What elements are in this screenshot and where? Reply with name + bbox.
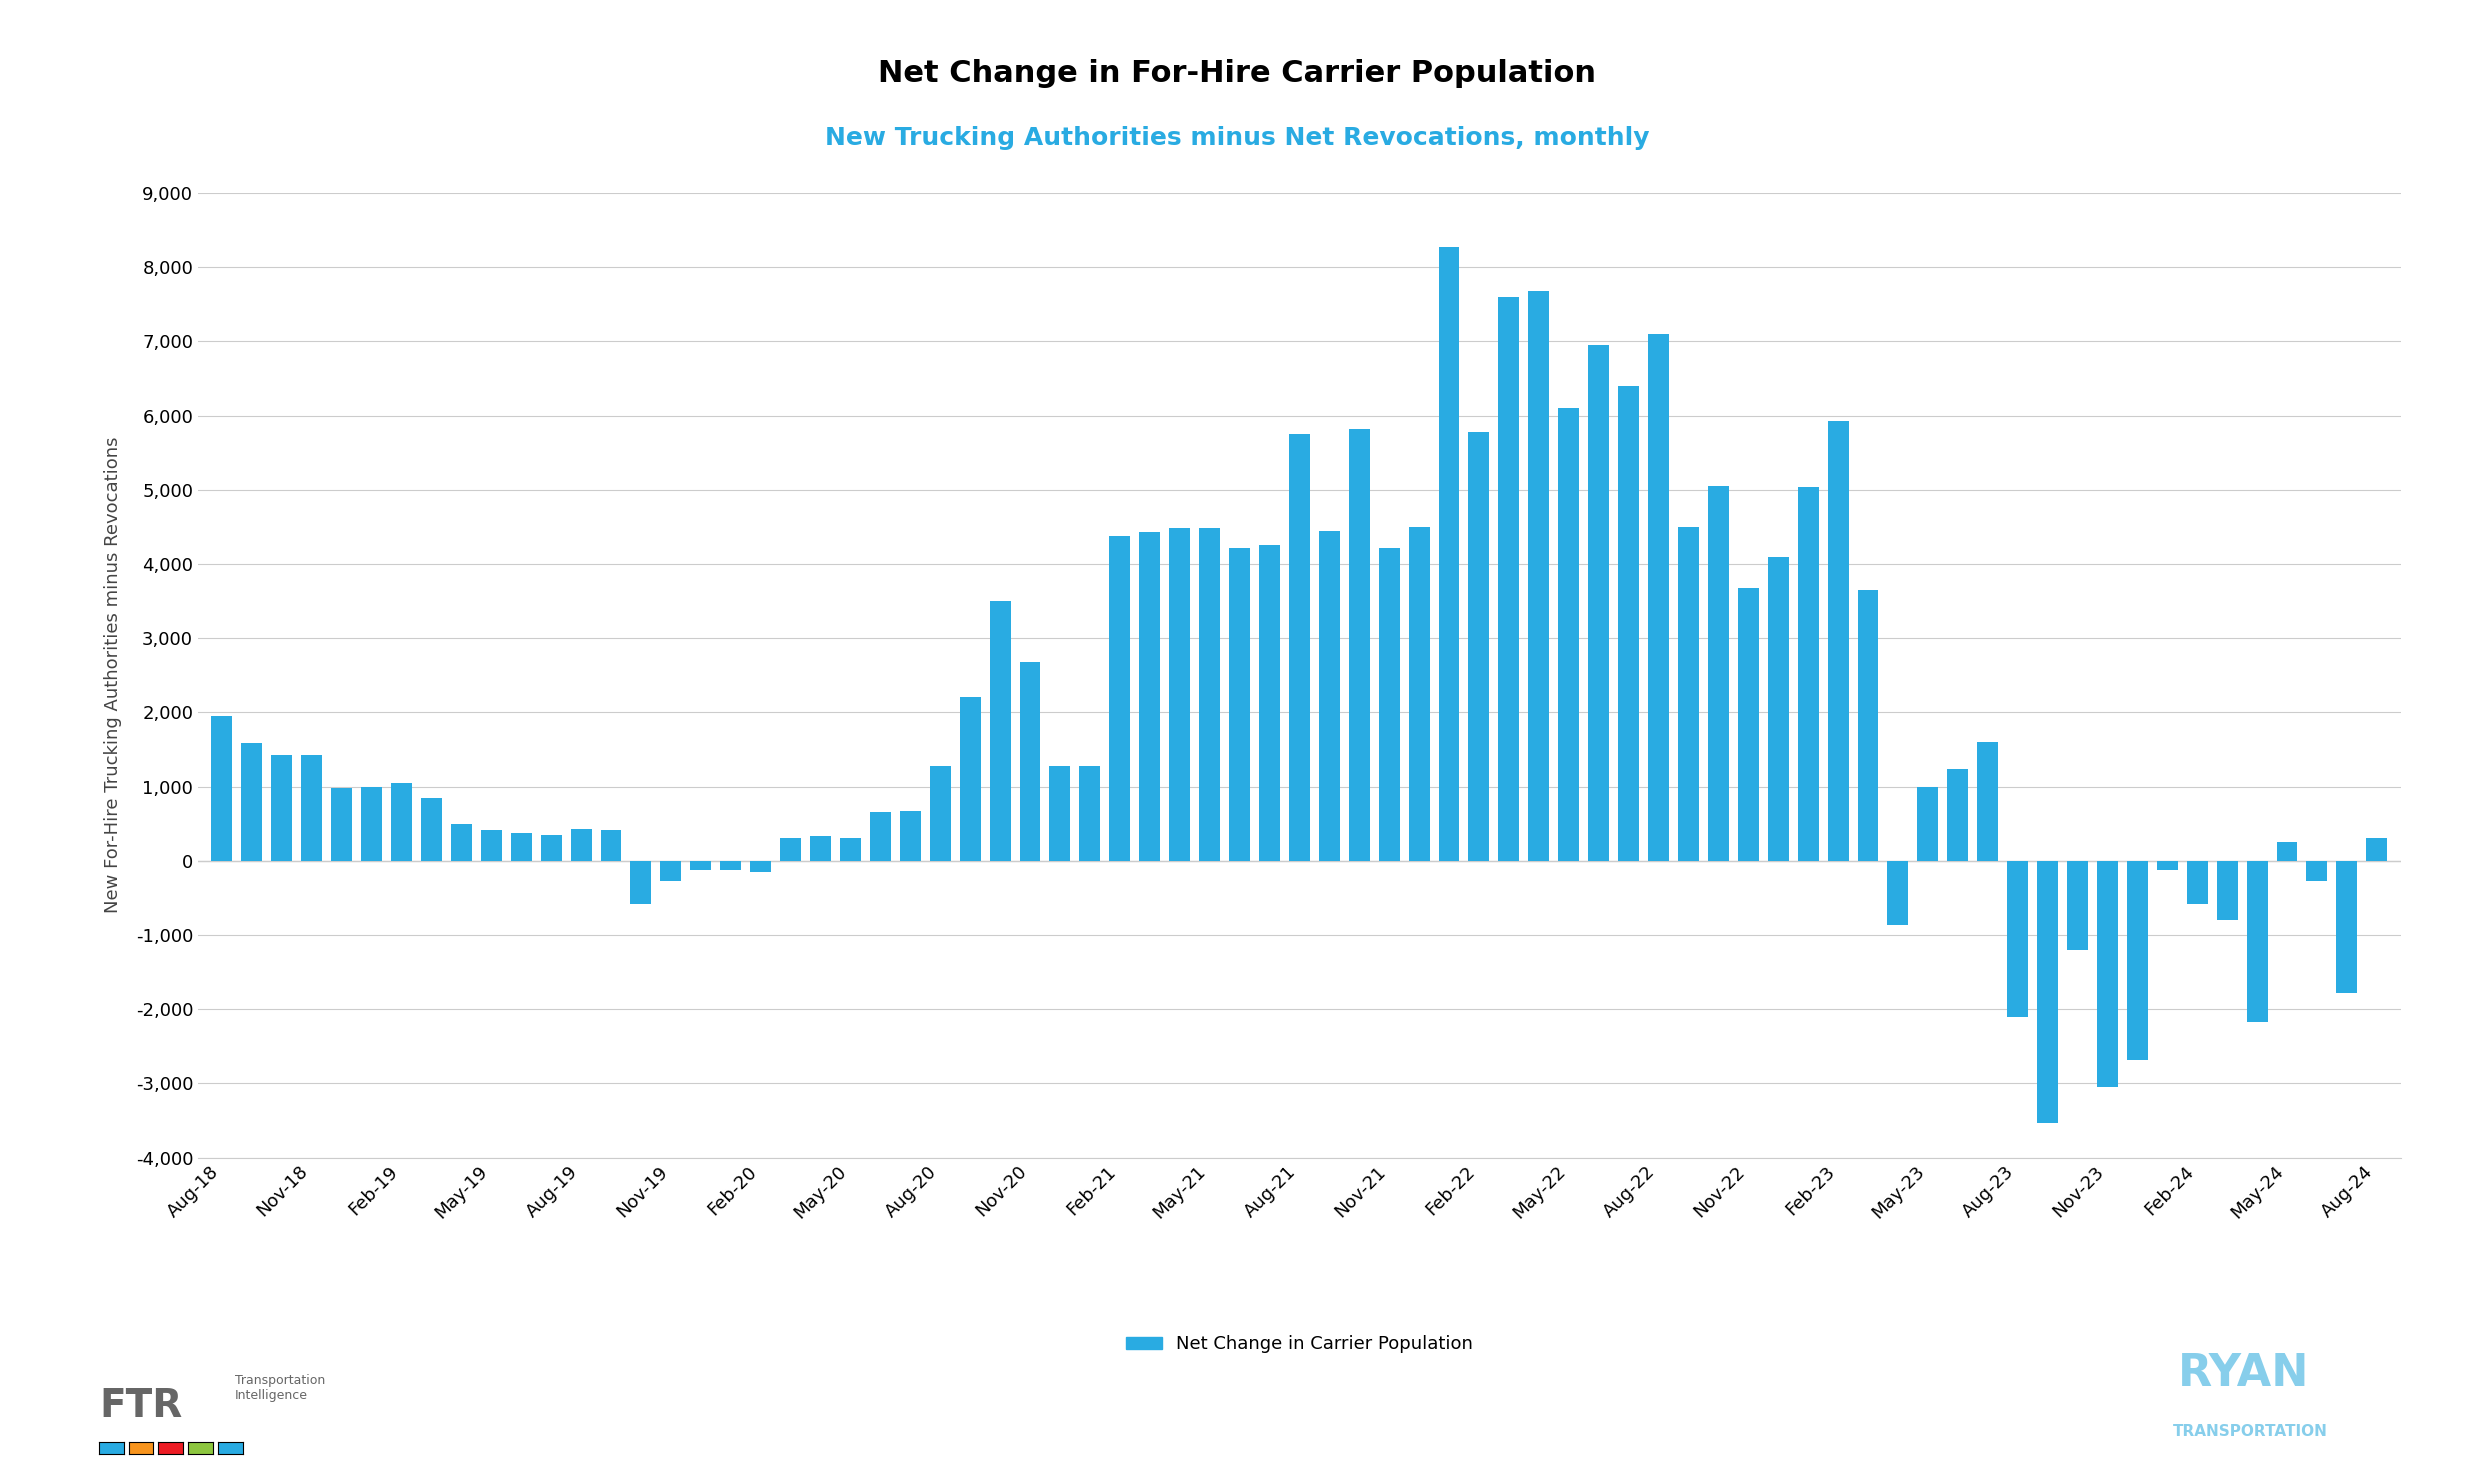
Bar xyxy=(2307,861,2326,881)
Bar xyxy=(1888,861,1908,926)
Bar xyxy=(540,834,562,861)
Bar xyxy=(2336,861,2356,993)
Text: RYAN: RYAN xyxy=(2178,1352,2309,1395)
Bar xyxy=(1497,297,1520,861)
Bar xyxy=(1230,548,1250,861)
Bar xyxy=(780,838,802,861)
Bar xyxy=(631,861,651,904)
Bar xyxy=(2126,861,2148,1060)
Bar xyxy=(1408,527,1431,861)
Bar xyxy=(1319,530,1339,861)
Bar xyxy=(1530,291,1549,861)
Bar xyxy=(1797,487,1819,861)
Bar xyxy=(421,798,443,861)
Bar xyxy=(869,813,891,861)
Bar xyxy=(720,861,740,870)
Bar xyxy=(272,754,292,861)
Bar xyxy=(1589,344,1609,861)
Bar xyxy=(1737,588,1760,861)
Bar xyxy=(2037,861,2059,1122)
Bar xyxy=(1708,485,1730,861)
Text: FTR: FTR xyxy=(99,1386,183,1425)
Bar xyxy=(1918,787,1938,861)
Bar xyxy=(391,784,411,861)
Bar xyxy=(931,766,950,861)
Bar xyxy=(210,715,233,861)
Bar xyxy=(361,787,381,861)
Bar xyxy=(809,837,832,861)
Bar xyxy=(1379,548,1401,861)
Bar xyxy=(661,861,681,881)
Bar xyxy=(2366,838,2388,861)
Bar xyxy=(1648,334,1668,861)
Bar xyxy=(1198,527,1220,861)
Bar xyxy=(1438,246,1460,861)
Text: New Trucking Authorities minus Net Revocations, monthly: New Trucking Authorities minus Net Revoc… xyxy=(824,126,1651,150)
Bar xyxy=(332,788,351,861)
Bar xyxy=(990,601,1010,861)
Bar xyxy=(302,754,322,861)
Bar xyxy=(1138,531,1161,861)
Bar xyxy=(601,830,621,861)
Bar xyxy=(2156,861,2178,870)
Text: Net Change in For-Hire Carrier Population: Net Change in For-Hire Carrier Populatio… xyxy=(879,59,1596,89)
Bar xyxy=(1619,386,1638,861)
Bar xyxy=(1468,432,1490,861)
Bar xyxy=(1289,433,1309,861)
Bar xyxy=(1049,766,1069,861)
Y-axis label: New For-Hire Trucking Authorities minus Revocations: New For-Hire Trucking Authorities minus … xyxy=(104,436,121,914)
Bar xyxy=(2188,861,2208,904)
Text: TRANSPORTATION: TRANSPORTATION xyxy=(2173,1425,2329,1439)
Bar xyxy=(750,861,772,871)
Bar xyxy=(2218,861,2237,920)
Bar xyxy=(1260,545,1280,861)
Bar xyxy=(2096,861,2119,1086)
Bar xyxy=(1978,742,1997,861)
Text: Transportation
Intelligence: Transportation Intelligence xyxy=(235,1374,324,1402)
Bar xyxy=(2277,843,2297,861)
Bar xyxy=(243,743,262,861)
Bar xyxy=(1020,662,1040,861)
Legend: Net Change in Carrier Population: Net Change in Carrier Population xyxy=(1119,1328,1480,1361)
Bar xyxy=(1767,556,1789,861)
Bar xyxy=(2007,861,2027,1017)
Bar xyxy=(1079,766,1101,861)
Bar xyxy=(1349,429,1369,861)
Bar xyxy=(1109,536,1131,861)
Bar xyxy=(510,833,532,861)
Bar xyxy=(480,830,502,861)
Bar xyxy=(1168,527,1190,861)
Bar xyxy=(2067,861,2089,950)
Bar xyxy=(2247,861,2267,1022)
Bar xyxy=(572,828,592,861)
Bar xyxy=(901,810,921,861)
Bar xyxy=(1678,527,1698,861)
Bar xyxy=(960,697,980,861)
Bar xyxy=(1827,421,1849,861)
Bar xyxy=(1559,408,1579,861)
Bar xyxy=(691,861,710,870)
Bar xyxy=(839,837,861,861)
Bar xyxy=(1948,769,1968,861)
Bar xyxy=(450,824,473,861)
Bar xyxy=(1859,591,1879,861)
